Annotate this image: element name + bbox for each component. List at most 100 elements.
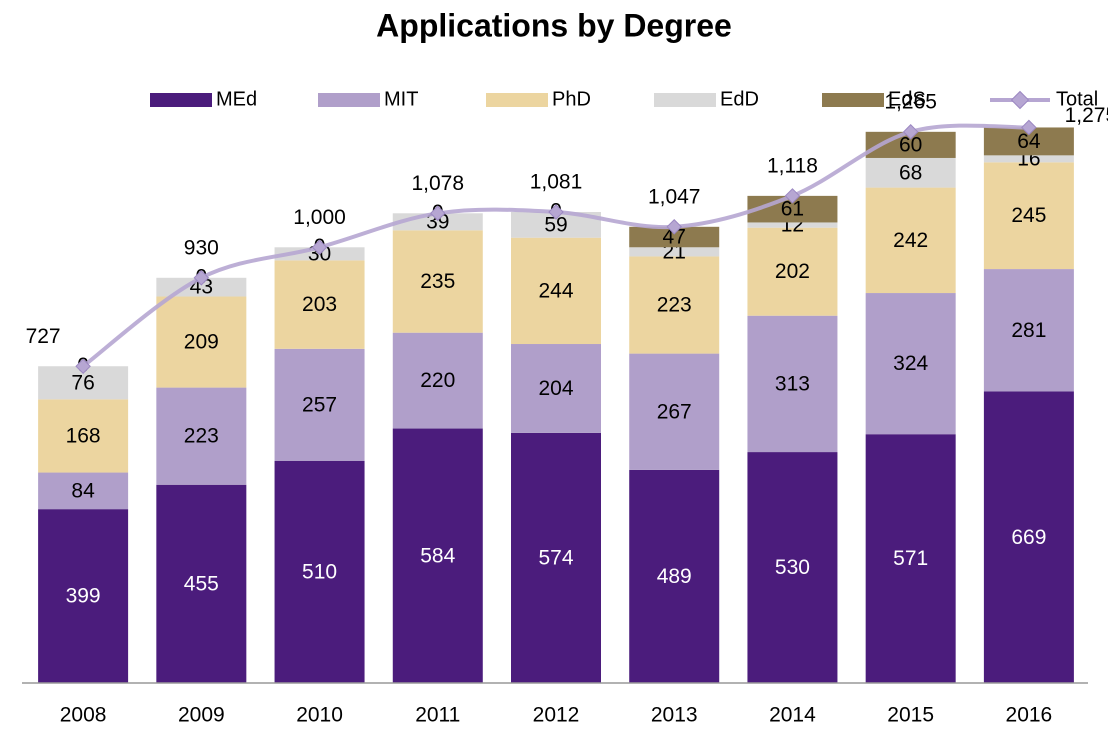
bar-segment <box>156 387 247 485</box>
bar-segment <box>156 296 247 388</box>
data-label: 209 <box>184 331 219 354</box>
total-marker <box>902 124 919 140</box>
bar-segment <box>392 428 483 683</box>
data-label: 68 <box>899 161 922 184</box>
bar-segment <box>747 222 838 228</box>
legend-swatch <box>150 93 212 107</box>
legend-swatch <box>654 93 716 107</box>
bar-segment <box>983 269 1074 392</box>
x-tick-label: 2016 <box>1006 704 1053 727</box>
data-label: 530 <box>775 556 810 579</box>
bar-segment <box>274 260 365 349</box>
bar-segment <box>983 391 1074 683</box>
data-label: 313 <box>775 372 810 395</box>
data-label: 267 <box>657 400 692 423</box>
x-tick-label: 2010 <box>296 704 343 727</box>
data-label: 257 <box>302 393 337 416</box>
data-label: 242 <box>893 229 928 252</box>
data-label: 235 <box>420 270 455 293</box>
total-label: 1,078 <box>411 172 464 195</box>
bar-segment <box>274 348 365 461</box>
bar-segment <box>865 293 956 435</box>
data-label: 571 <box>893 547 928 570</box>
data-label: 223 <box>657 294 692 317</box>
legend-label: EdS <box>888 88 926 110</box>
bar-segment <box>392 332 483 429</box>
bar-segment <box>629 469 720 683</box>
data-label: 204 <box>538 377 573 400</box>
bar-segment <box>629 256 720 354</box>
total-marker <box>548 204 564 220</box>
data-label: 76 <box>71 371 94 394</box>
total-marker <box>75 358 91 375</box>
total-marker <box>193 270 210 286</box>
data-label: 168 <box>66 424 101 447</box>
x-tick-label: 2012 <box>533 704 580 727</box>
total-marker <box>429 205 446 222</box>
bar-segment <box>511 237 601 345</box>
total-label: 1,000 <box>293 206 346 229</box>
bar-segment <box>629 226 720 248</box>
legend-label: PhD <box>552 88 591 110</box>
total-marker <box>784 188 801 204</box>
bar-segment <box>511 344 601 433</box>
data-label: 574 <box>538 546 573 569</box>
data-label: 202 <box>775 260 810 283</box>
bar-segment <box>983 155 1074 163</box>
legend-label: Total <box>1056 88 1098 110</box>
bar-segment <box>38 399 129 473</box>
bar-segment <box>511 432 601 683</box>
legend-swatch <box>822 93 884 107</box>
total-label: 930 <box>184 236 219 259</box>
legend-swatch <box>318 93 380 107</box>
bar-segment <box>629 247 720 257</box>
total-label: 1,275 <box>1065 104 1108 127</box>
bar-segment <box>983 162 1074 270</box>
bar-segment <box>865 157 956 188</box>
data-label: 220 <box>420 369 455 392</box>
bar-segment <box>747 452 838 683</box>
total-label: 1,081 <box>530 171 583 194</box>
total-marker <box>666 219 683 235</box>
data-label: 47 <box>663 226 686 249</box>
bar-segment <box>747 315 838 453</box>
legend-label: EdD <box>720 88 759 110</box>
total-label: 727 <box>26 325 61 348</box>
total-label: 1,118 <box>767 154 818 177</box>
data-label: 455 <box>184 572 219 595</box>
total-label: 1,047 <box>648 185 701 208</box>
legend-marker <box>1010 90 1030 110</box>
legend-label: MEd <box>216 88 257 110</box>
data-label: 64 <box>1017 130 1041 153</box>
data-label: 84 <box>71 479 95 502</box>
x-tick-label: 2015 <box>887 704 934 727</box>
x-tick-label: 2008 <box>60 704 107 727</box>
x-tick-label: 2013 <box>651 704 698 727</box>
data-label: 245 <box>1011 204 1046 227</box>
data-label: 399 <box>66 585 101 608</box>
data-label: 203 <box>302 293 337 316</box>
x-tick-label: 2014 <box>769 704 816 727</box>
bar-segment <box>38 509 129 683</box>
bar-segment <box>865 434 956 683</box>
x-tick-label: 2011 <box>415 704 460 727</box>
data-label: 669 <box>1011 526 1046 549</box>
data-label: 59 <box>544 213 567 236</box>
bar-segment <box>747 227 838 316</box>
bar-segment <box>38 472 129 510</box>
data-label: 61 <box>781 198 804 221</box>
total-label: 1,265 <box>884 90 937 113</box>
data-label: 510 <box>302 560 337 583</box>
bar-segment <box>865 187 956 294</box>
data-label: 244 <box>538 279 573 302</box>
total-marker <box>1021 119 1037 136</box>
chart-title: Applications by Degree <box>376 7 732 43</box>
data-label: 60 <box>899 133 922 156</box>
bar-segment <box>274 460 365 683</box>
data-label: 324 <box>893 352 928 375</box>
data-label: 223 <box>184 425 219 448</box>
bar-segment <box>156 484 247 683</box>
legend-swatch <box>486 93 548 107</box>
x-tick-label: 2009 <box>178 704 225 727</box>
